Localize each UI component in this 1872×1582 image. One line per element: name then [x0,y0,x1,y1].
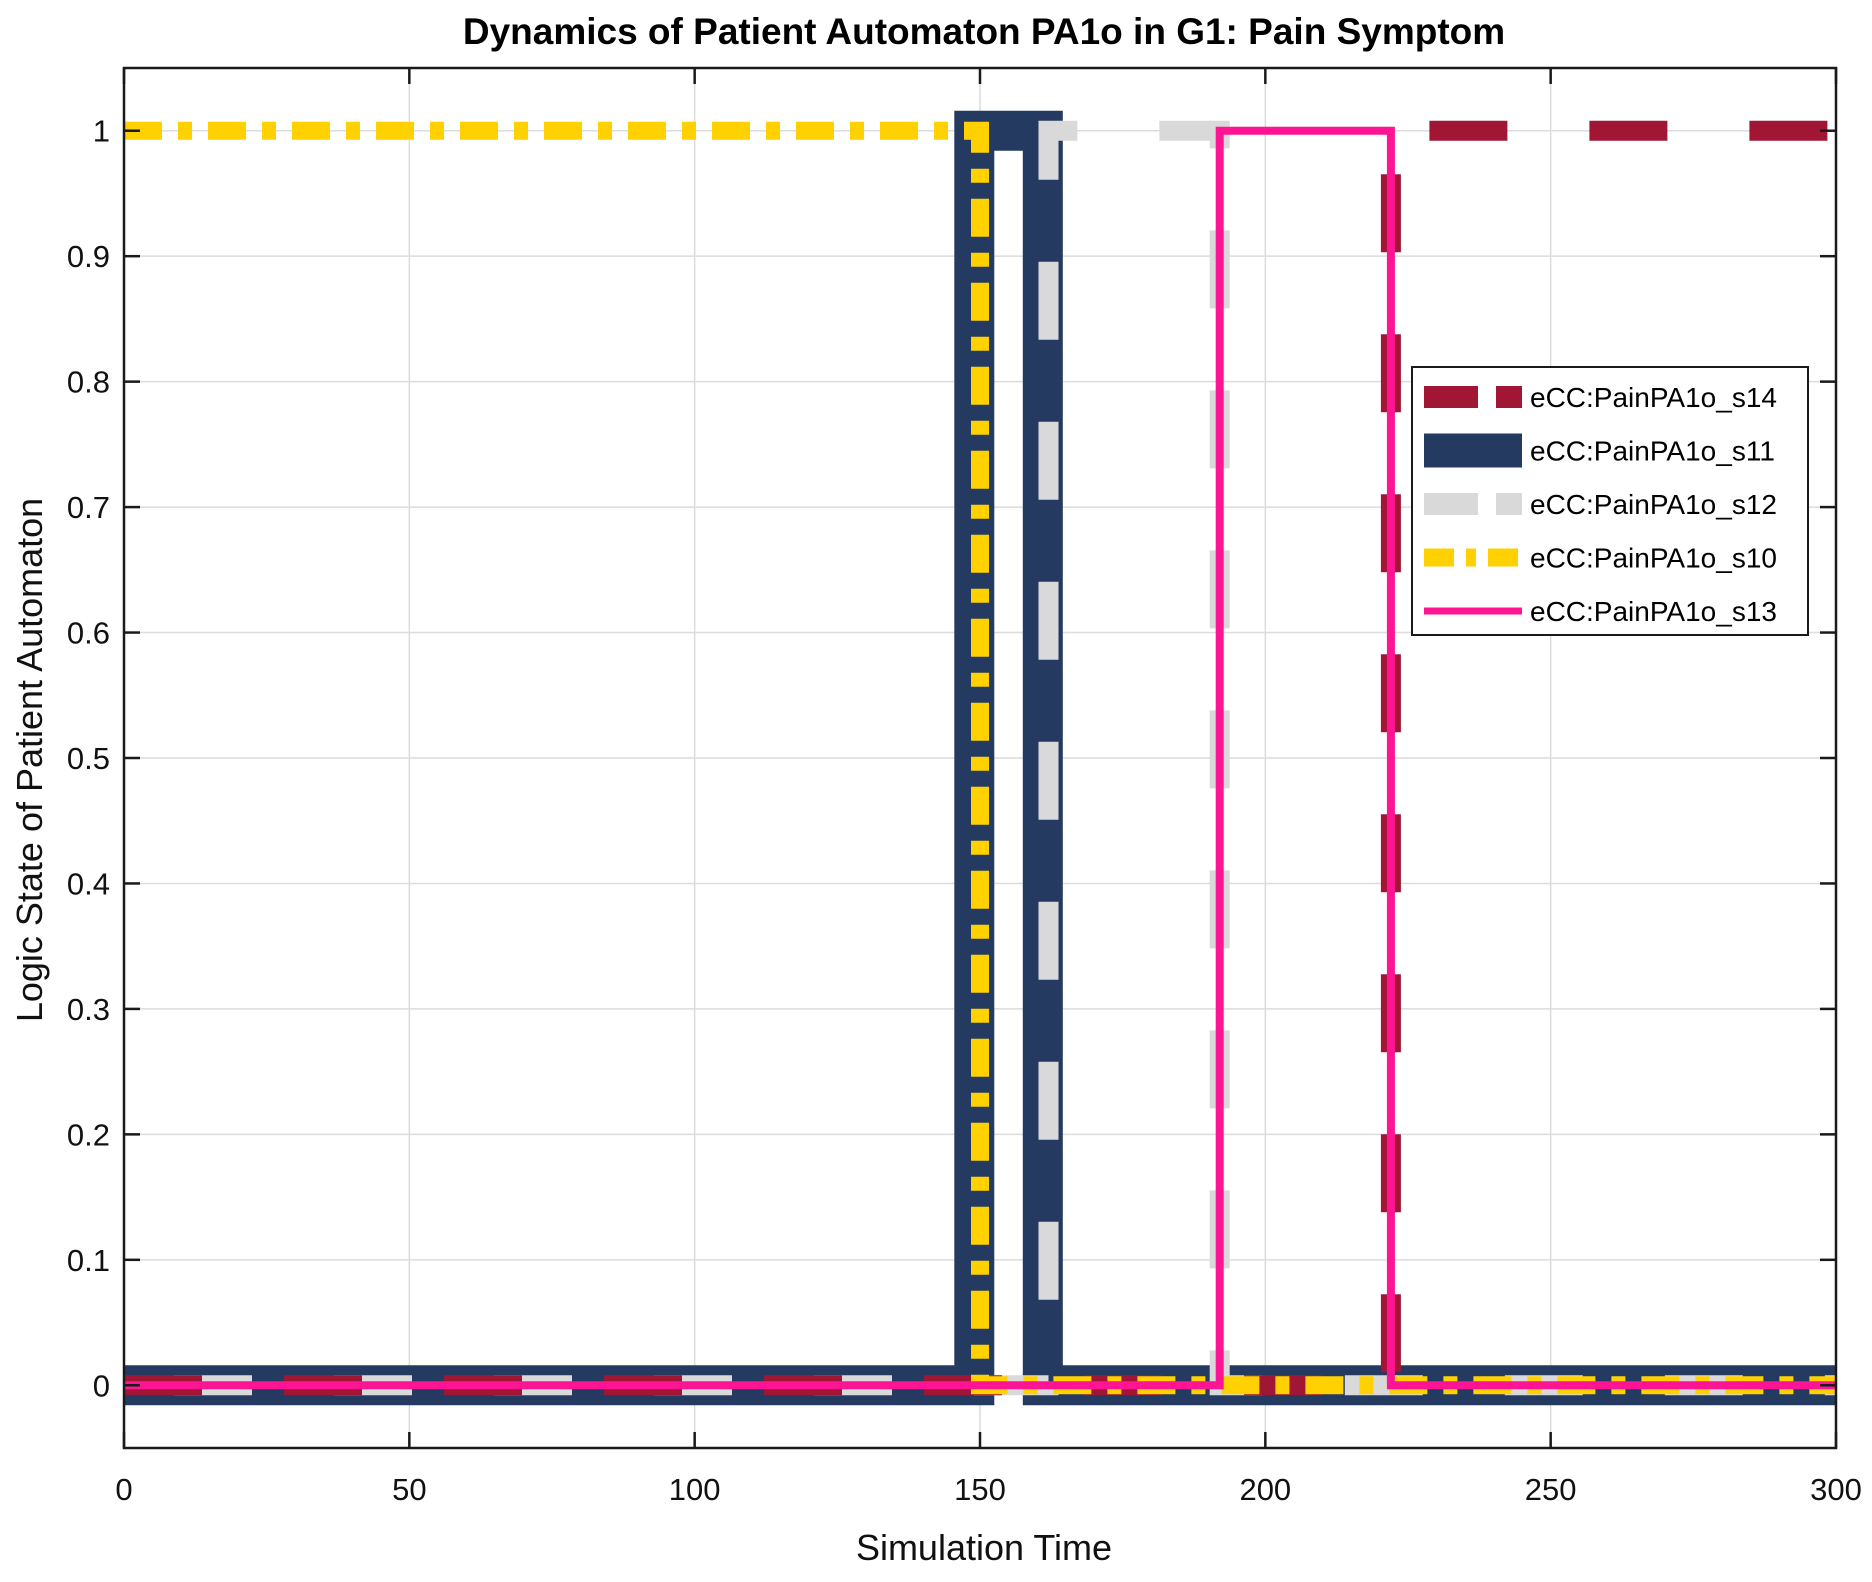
x-tick-label-1: 50 [392,1472,426,1507]
x-tick-label-6: 300 [1810,1472,1862,1507]
x-tick-label-5: 250 [1525,1472,1577,1507]
y-tick-label-3: 0.3 [67,992,110,1027]
x-tick-label-2: 100 [669,1472,721,1507]
y-tick-label-8: 0.8 [67,365,110,400]
y-tick-label-7: 0.7 [67,490,110,525]
series-line-0 [124,120,1836,1396]
chart-title: Dynamics of Patient Automaton PA1o in G1… [463,11,1505,52]
series-layer [124,110,1836,1406]
y-tick-label-10: 1 [93,114,110,149]
legend-label-3: eCC:PainPA1o_s10 [1530,543,1777,574]
y-tick-label-6: 0.6 [67,616,110,651]
y-tick-label-9: 0.9 [67,239,110,274]
x-tick-label-4: 200 [1239,1472,1291,1507]
y-tick-label-0: 0 [93,1368,110,1403]
y-tick-label-4: 0.4 [67,866,110,901]
legend-label-1: eCC:PainPA1o_s11 [1530,436,1775,467]
x-tick-label-0: 0 [115,1472,132,1507]
x-tick-label-3: 150 [954,1472,1006,1507]
y-axis-label: Logic State of Patient Automaton [9,498,50,1022]
y-tick-label-2: 0.2 [67,1117,110,1152]
legend-label-2: eCC:PainPA1o_s12 [1530,489,1777,520]
legend-label-4: eCC:PainPA1o_s13 [1530,596,1777,627]
y-tick-label-5: 0.5 [67,741,110,776]
legend: eCC:PainPA1o_s14 eCC:PainPA1o_s11 eCC:Pain… [1411,366,1809,636]
y-tick-label-1: 0.1 [67,1243,110,1278]
ticks [122,68,1838,1448]
legend-label-0: eCC:PainPA1o_s14 [1530,382,1777,413]
tick-labels: 0 50 100 150 200 250 300 0 0.1 0.2 0.3 0.4 0.5 0.6 0.7… [67,114,1862,1507]
x-axis-label: Simulation Time [856,1527,1112,1568]
series-line-4 [124,126,1836,1390]
